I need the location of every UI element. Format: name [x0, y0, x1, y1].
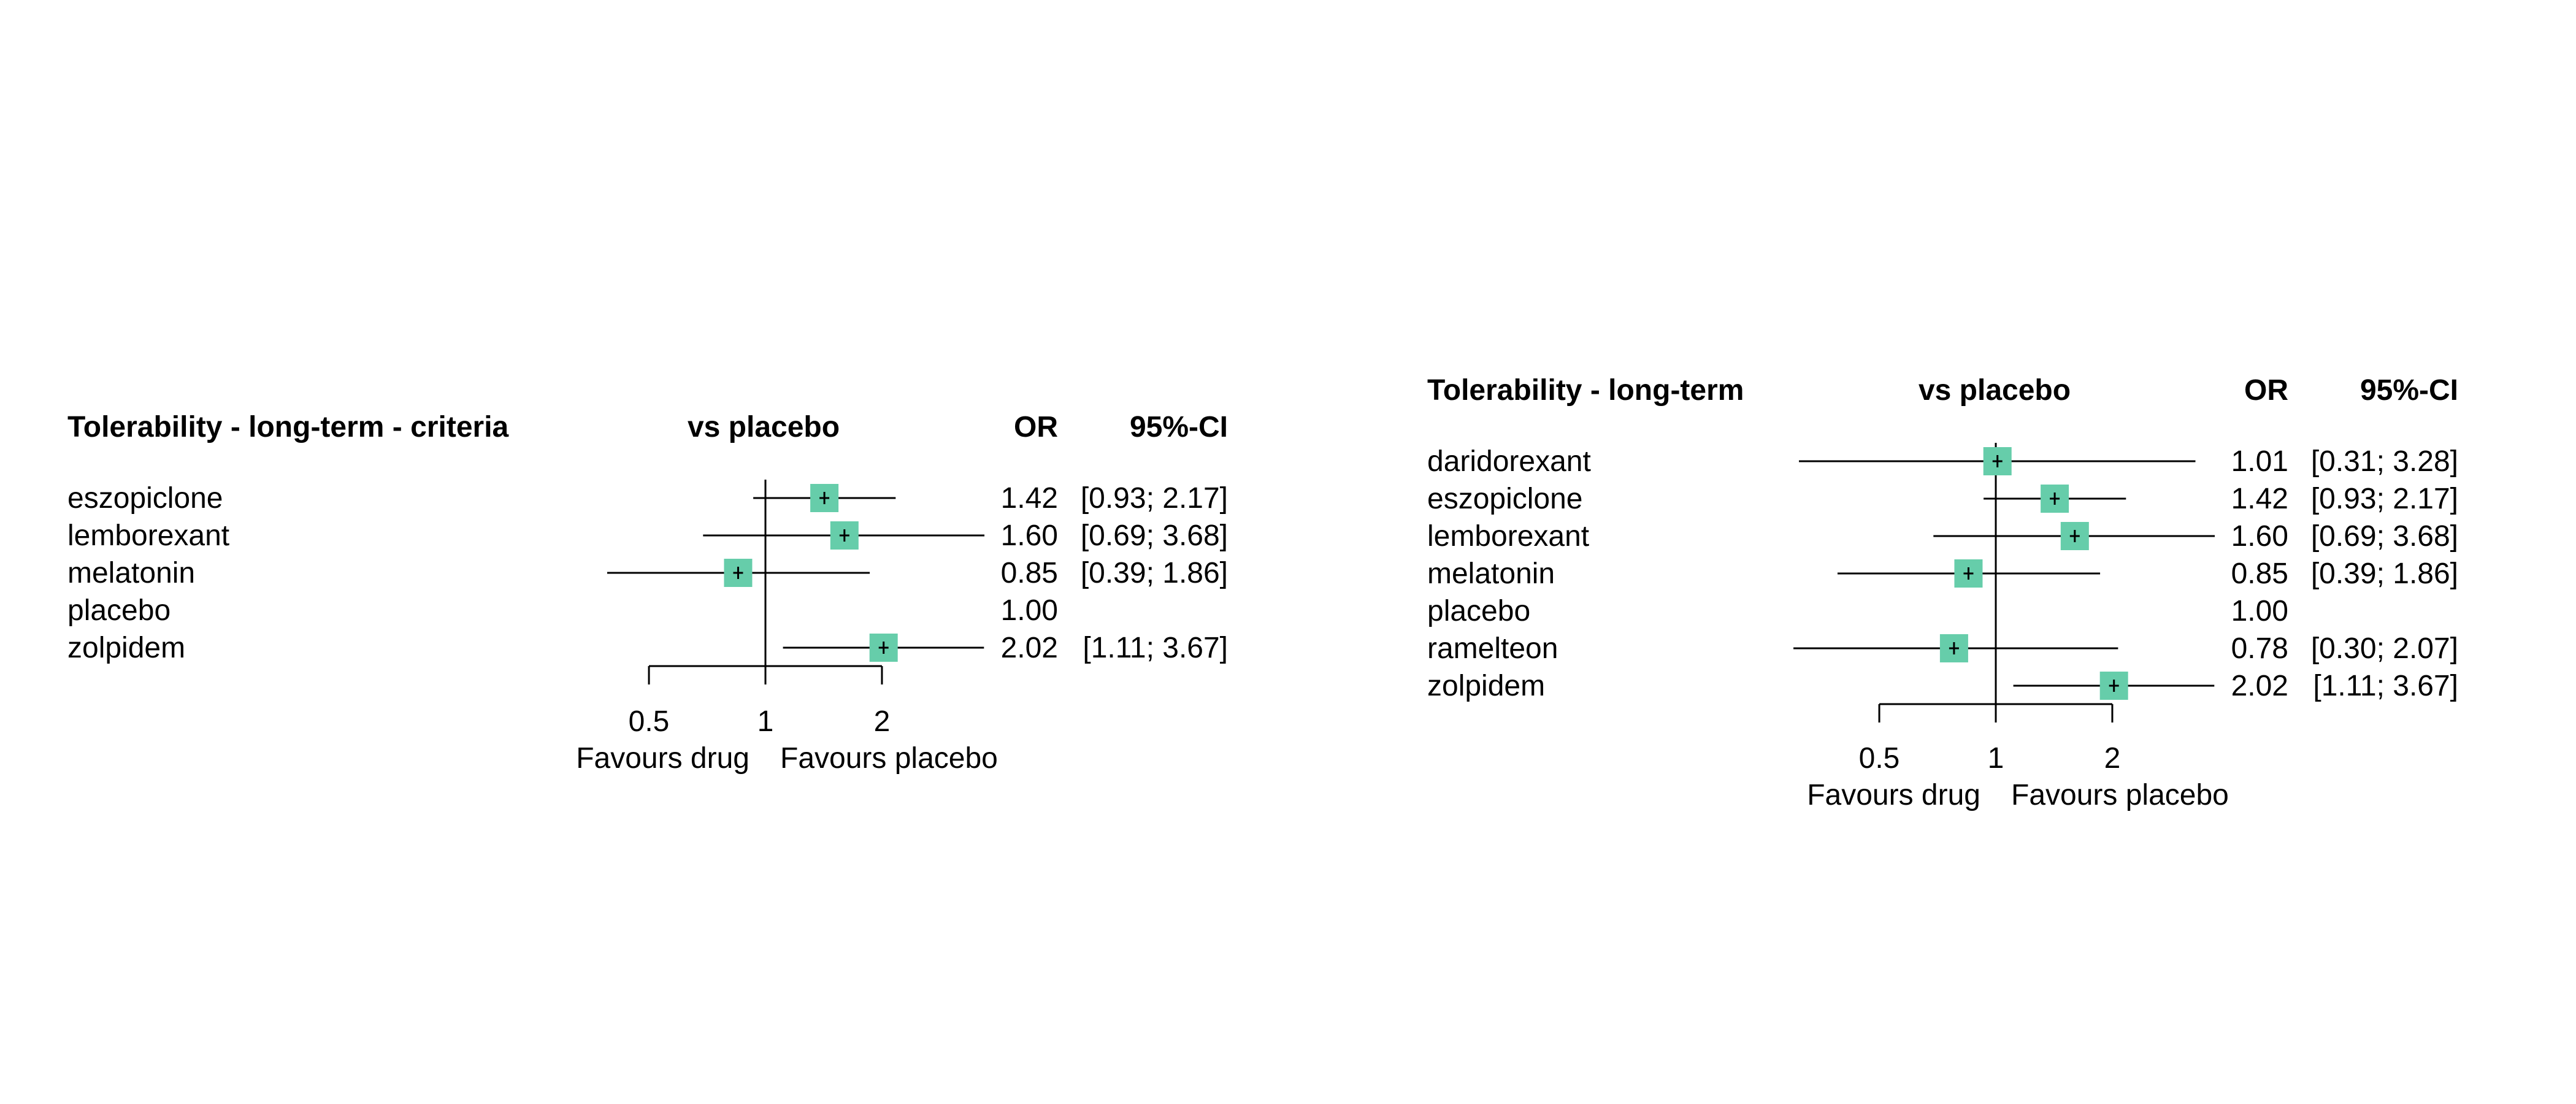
treatment-label: zolpidem [67, 632, 185, 664]
or-value: 1.42 [1001, 482, 1058, 515]
treatment-label: melatonin [1427, 558, 1555, 590]
xtick-label: 1 [757, 705, 774, 738]
forest-panel-overall: Tolerability - long-term vs placebo OR 9… [1427, 374, 2458, 811]
or-value: 1.60 [1001, 519, 1058, 552]
or-value: 0.85 [1001, 557, 1058, 589]
ci-value: [0.93; 2.17] [1081, 482, 1228, 515]
or-value: 2.02 [2231, 670, 2288, 702]
forest-panel-criteria: Tolerability - long-term - criteria vs p… [67, 411, 1228, 775]
ci-value: [0.93; 2.17] [2311, 483, 2458, 515]
xtick-label: 2 [2104, 742, 2121, 775]
xtick-label: 0.5 [629, 705, 670, 738]
panel-title: Tolerability - long-term - criteria [67, 411, 509, 443]
treatment-label: placebo [1427, 595, 1530, 627]
treatment-label: eszopiclone [1427, 483, 1583, 515]
or-value: 1.00 [2231, 595, 2288, 627]
ci-value: [1.11; 3.67] [1083, 632, 1228, 664]
treatment-label: ramelteon [1427, 632, 1558, 665]
comparison-header: vs placebo [1919, 374, 2071, 407]
or-column-header: OR [2244, 374, 2288, 407]
treatment-label: daridorexant [1427, 445, 1591, 478]
or-value: 1.00 [1001, 594, 1058, 627]
forest-rows: eszopiclone 1.42 [0.93; 2.17] lemborexant 1.… [67, 480, 1228, 684]
or-value: 1.60 [2231, 520, 2288, 553]
or-value: 1.01 [2231, 445, 2288, 478]
or-column-header: OR [1014, 411, 1058, 443]
ci-value: [0.69; 3.68] [2311, 520, 2458, 553]
panel-title: Tolerability - long-term [1427, 374, 1744, 407]
treatment-label: eszopiclone [67, 482, 223, 515]
xtick-label: 2 [874, 705, 891, 738]
treatment-label: zolpidem [1427, 670, 1545, 702]
xtick-label: 1 [1988, 742, 2004, 775]
ci-value: [0.30; 2.07] [2311, 632, 2458, 665]
ci-column-header: 95%-CI [1130, 411, 1228, 443]
or-value: 0.85 [2231, 558, 2288, 590]
ci-value: [0.39; 1.86] [2311, 558, 2458, 590]
treatment-label: lemborexant [67, 519, 229, 552]
comparison-header: vs placebo [688, 411, 840, 443]
ci-value: [0.31; 3.28] [2311, 445, 2458, 478]
treatment-label: lemborexant [1427, 520, 1589, 553]
treatment-label: melatonin [67, 557, 195, 589]
xtick-label: 0.5 [1859, 742, 1900, 775]
or-value: 0.78 [2231, 632, 2288, 665]
ci-column-header: 95%-CI [2360, 374, 2458, 407]
favours-drug-label: Favours drug [1807, 779, 1980, 811]
ci-value: [0.69; 3.68] [1081, 519, 1228, 552]
ci-value: [1.11; 3.67] [2313, 670, 2458, 702]
or-value: 2.02 [1001, 632, 1058, 664]
treatment-label: placebo [67, 594, 171, 627]
or-value: 1.42 [2231, 483, 2288, 515]
favours-drug-label: Favours drug [576, 742, 749, 775]
favours-placebo-label: Favours placebo [780, 742, 998, 775]
favours-placebo-label: Favours placebo [2011, 779, 2229, 811]
ci-value: [0.39; 1.86] [1081, 557, 1228, 589]
forest-rows: daridorexant 1.01 [0.31; 3.28] eszopiclone 1… [1427, 443, 2458, 723]
